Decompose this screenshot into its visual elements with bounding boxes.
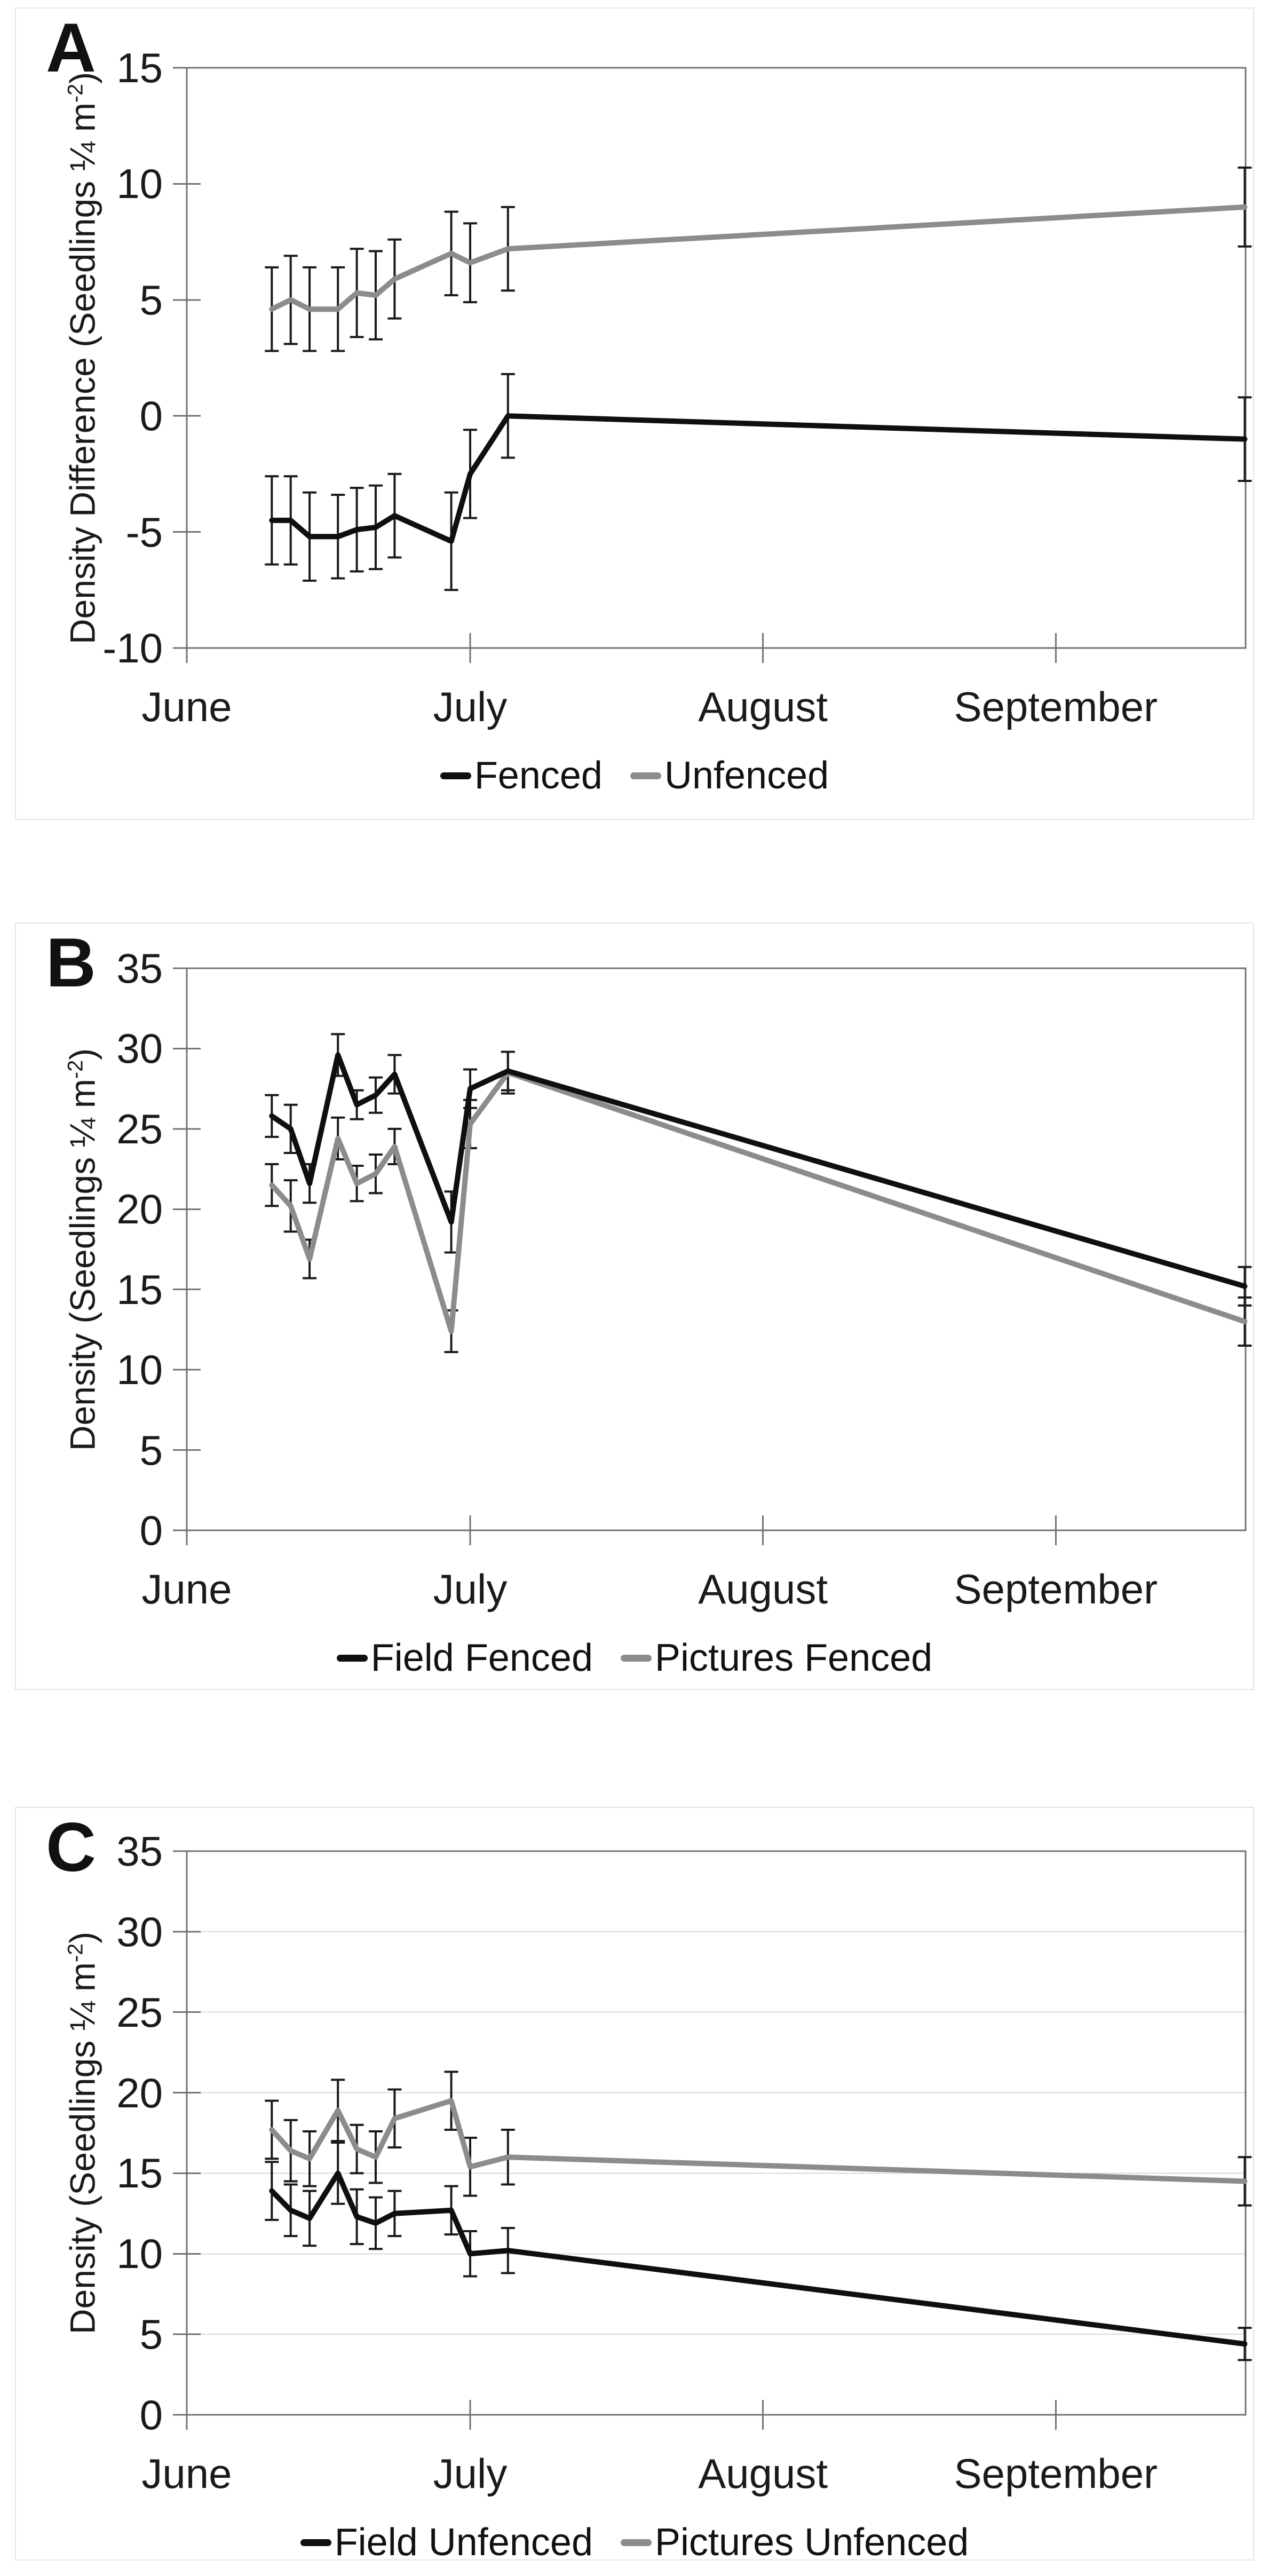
x-tick-label: September [954, 2450, 1158, 2497]
y-tick-label: 30 [116, 1025, 163, 1072]
legend-item-pictures-unfenced: Pictures Unfenced [620, 2521, 969, 2561]
panel-a-letter: A [46, 9, 96, 86]
x-tick-label: August [698, 2450, 828, 2497]
series-line-field-unfenced [269, 2170, 1248, 2347]
x-tick-label: August [698, 683, 828, 730]
x-tick-label: June [141, 1566, 232, 1613]
plot-frame [186, 967, 1247, 1531]
y-tick-label: 10 [116, 2230, 163, 2278]
series-line-unfenced [269, 204, 1248, 312]
legend-item-field-unfenced: Field Unfenced [300, 2521, 593, 2561]
panel-a-legend: Fenced Unfenced [16, 755, 1253, 796]
series-line-field-fenced [269, 1052, 1248, 1289]
plot-frame [186, 1850, 1247, 2416]
panel-c-legend: Field Unfenced Pictures Unfenced [16, 2521, 1253, 2561]
x-tick-label: July [433, 1566, 508, 1613]
legend-label-fenced: Fenced [474, 754, 603, 797]
legend-item-unfenced: Unfenced [630, 755, 829, 796]
y-tick-label: 5 [139, 276, 163, 323]
y-tick-label: 30 [116, 1908, 163, 1955]
panel-c: C Density (Seedlings ¼ m-2) 35 30 25 20 15 10… [15, 1807, 1254, 2561]
y-tick-label: 0 [139, 392, 163, 440]
y-tick-label: 35 [116, 1828, 163, 1875]
y-tick-label: 20 [116, 2069, 163, 2116]
y-tick-label: 25 [116, 1105, 163, 1152]
y-tick-label: 10 [116, 160, 163, 208]
panel-b: B Density (Seedlings ¼ m-2) 35 30 25 20 15 10… [15, 922, 1254, 1690]
x-tick-label: September [954, 683, 1158, 730]
panel-b-letter: B [46, 923, 96, 1001]
chart-b-svg [173, 967, 1252, 1545]
y-tick-label: 15 [116, 2150, 163, 2197]
legend-label-pictures-fenced: Pictures Fenced [654, 1637, 933, 1679]
series-line-fenced [269, 413, 1248, 544]
y-tick-label: 15 [116, 44, 163, 91]
legend-swatch-pictures-unfenced [620, 2539, 652, 2546]
panel-c-letter: C [46, 1808, 96, 1886]
panel-b-legend: Field Fenced Pictures Fenced [16, 1637, 1253, 1679]
y-tick-label: 20 [116, 1186, 163, 1233]
y-tick-label: -5 [125, 508, 163, 556]
y-tick-label: 25 [116, 1988, 163, 2036]
legend-swatch-pictures-fenced [620, 1654, 652, 1662]
x-tick-label: June [141, 683, 232, 730]
y-tick-label: 5 [139, 2311, 163, 2358]
y-tick-label: 35 [116, 945, 163, 992]
series-line-pictures-unfenced [269, 2098, 1248, 2184]
panel-a: A Density Difference (Seedlings ¼ m-2) 1… [15, 7, 1254, 820]
x-tick-label: August [698, 1566, 828, 1613]
legend-label-field-unfenced: Field Unfenced [334, 2521, 593, 2561]
y-tick-label: 5 [139, 1426, 163, 1474]
x-tick-label: July [433, 2450, 508, 2497]
x-tick-label: September [954, 1566, 1158, 1613]
legend-item-fenced: Fenced [440, 755, 603, 796]
y-tick-label: 0 [139, 2391, 163, 2438]
plot-frame [186, 67, 1247, 649]
series-line-pictures-fenced [269, 1070, 1248, 1334]
x-tick-label: July [433, 683, 508, 730]
legend-label-unfenced: Unfenced [664, 754, 829, 797]
legend-label-pictures-unfenced: Pictures Unfenced [654, 2521, 969, 2561]
legend-swatch-unfenced [630, 772, 661, 779]
legend-item-field-fenced: Field Fenced [336, 1637, 593, 1679]
panel-a-y-axis-title: Density Difference (Seedlings ¼ m-2) [57, 72, 102, 644]
legend-swatch-field-fenced [336, 1654, 368, 1662]
legend-label-field-fenced: Field Fenced [370, 1637, 593, 1679]
x-tick-label: June [141, 2450, 232, 2497]
y-tick-label: 0 [139, 1507, 163, 1554]
legend-swatch-fenced [440, 772, 471, 779]
legend-swatch-field-unfenced [300, 2539, 331, 2546]
y-tick-label: 15 [116, 1266, 163, 1313]
y-tick-label: 10 [116, 1346, 163, 1394]
legend-item-pictures-fenced: Pictures Fenced [620, 1637, 933, 1679]
chart-a-svg [173, 67, 1252, 663]
chart-c-svg [173, 1850, 1252, 2430]
y-tick-label: -10 [102, 625, 163, 671]
